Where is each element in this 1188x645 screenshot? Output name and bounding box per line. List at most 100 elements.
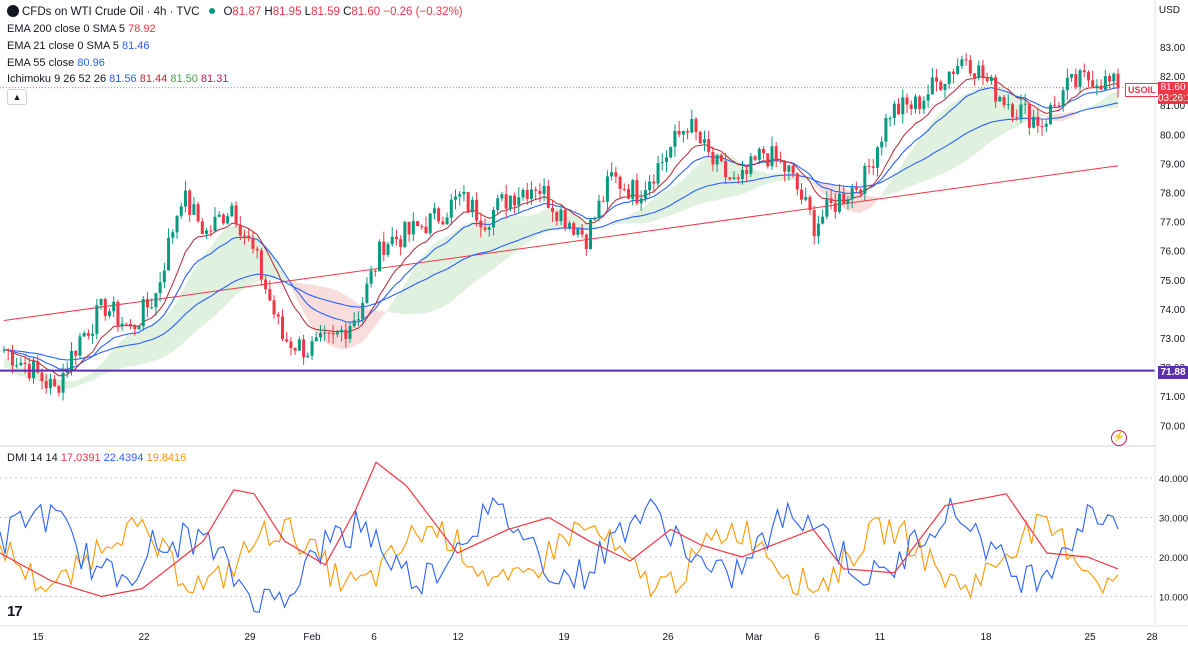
candle-body (1015, 116, 1019, 118)
candle-body (70, 350, 74, 372)
cloud-segment (117, 340, 123, 370)
cloud-segment (375, 310, 380, 327)
candle-body (264, 279, 268, 290)
tradingview-logo[interactable]: 17 (7, 603, 23, 620)
cloud-segment (354, 301, 359, 347)
indicator-ema200[interactable]: EMA 200 close 0 SMA 5 78.92 (7, 23, 156, 36)
candle-body (399, 239, 403, 247)
candle-body (783, 161, 787, 172)
cloud-segment (987, 83, 992, 145)
candle-body (829, 198, 833, 203)
ichimoku-cloud (4, 83, 1118, 389)
cloud-segment (387, 302, 393, 313)
cloud-segment (421, 252, 426, 314)
market-open-icon (209, 8, 216, 14)
indicator-ema21[interactable]: EMA 21 close 0 SMA 5 81.46 (7, 40, 149, 53)
candle-body (268, 289, 272, 301)
candle-body (918, 96, 922, 110)
cloud-segment (923, 127, 929, 182)
candle-body (850, 187, 854, 200)
cloud-segment (396, 290, 401, 314)
candle-body (892, 103, 896, 119)
dmi-plus-value: 22.4394 (103, 452, 144, 464)
price-tick-label: 71.00 (1160, 392, 1185, 403)
candle-body (504, 194, 508, 209)
ema200-value: 78.92 (128, 23, 156, 35)
cloud-segment (822, 183, 827, 197)
candle-body (158, 282, 162, 294)
candle-body (74, 350, 78, 356)
candle-body (352, 320, 356, 327)
candle-body (475, 199, 479, 221)
cloud-segment (164, 313, 169, 357)
cloud-segment (523, 215, 528, 247)
cloud-segment (771, 173, 777, 183)
candle-body (297, 339, 301, 351)
collapse-legend-button[interactable]: ▲ (7, 89, 27, 105)
cloud-segment (928, 122, 933, 180)
candle-body (65, 371, 69, 373)
lightning-icon[interactable]: ⚡ (1111, 430, 1127, 446)
candle-body (479, 220, 483, 228)
candle-body (95, 305, 99, 334)
candle-body (508, 195, 512, 209)
cloud-segment (966, 91, 971, 161)
time-tick-label: Mar (745, 632, 763, 643)
candle-body (808, 197, 812, 210)
candle-body (707, 139, 711, 152)
indicator-ema55[interactable]: EMA 55 close 80.96 (7, 57, 105, 70)
level-price-tag: 71.88 (1158, 366, 1188, 379)
candle-body (681, 131, 685, 135)
candle-body (141, 299, 145, 327)
candle-body (458, 194, 462, 197)
candle-body (981, 65, 985, 79)
candle-body (732, 177, 736, 179)
candle-body (1086, 72, 1090, 81)
dmi-pane (0, 461, 1119, 613)
cloud-segment (240, 226, 245, 292)
ohlc-open: 81.87 (232, 6, 262, 18)
price-tick-label: 73.00 (1160, 334, 1185, 345)
time-tick-label: 6 (814, 632, 820, 643)
time-tick-label: 6 (371, 632, 377, 643)
indicator-ichimoku[interactable]: Ichimoku 9 26 52 26 81.56 81.44 81.50 81… (7, 73, 228, 86)
last-price: 81.60 (1160, 82, 1186, 93)
candle-body (525, 189, 529, 200)
candle-body (1082, 70, 1086, 73)
currency-label[interactable]: USD (1158, 5, 1180, 16)
cloud-segment (518, 215, 524, 250)
candle-body (724, 161, 728, 178)
cloud-segment (527, 214, 532, 244)
cloud-segment (480, 221, 486, 278)
cloud-segment (936, 112, 941, 177)
candle-body (1023, 103, 1027, 105)
horizontal-level[interactable] (0, 87, 1155, 372)
candle-body (715, 155, 719, 165)
candle-body (593, 218, 597, 220)
candle-body (1057, 105, 1061, 107)
cloud-segment (708, 154, 713, 202)
ema55-value: 80.96 (77, 57, 105, 69)
candle-body (306, 355, 310, 358)
candle-body (103, 299, 107, 316)
indicator-dmi[interactable]: DMI 14 14 17.0391 22.4394 19.8416 (7, 452, 186, 465)
candle-body (23, 362, 27, 365)
candle-body (437, 208, 441, 222)
candle-body (1027, 103, 1031, 128)
candle-body (44, 381, 48, 389)
cloud-segment (696, 162, 701, 206)
candle-body (1070, 74, 1074, 78)
candle-body (200, 221, 204, 234)
candle-body (188, 190, 192, 215)
price-tick-label: 82.00 (1160, 72, 1185, 83)
candle-body (10, 350, 14, 366)
candle-body (529, 189, 533, 200)
cloud-segment (501, 217, 507, 263)
candle-body (897, 103, 901, 115)
price-tick-label: 76.00 (1160, 247, 1185, 258)
cloud-segment (864, 195, 870, 211)
symbol-title[interactable]: CFDs on WTI Crude Oil · 4h · TVC (22, 6, 200, 18)
cloud-segment (168, 307, 173, 355)
